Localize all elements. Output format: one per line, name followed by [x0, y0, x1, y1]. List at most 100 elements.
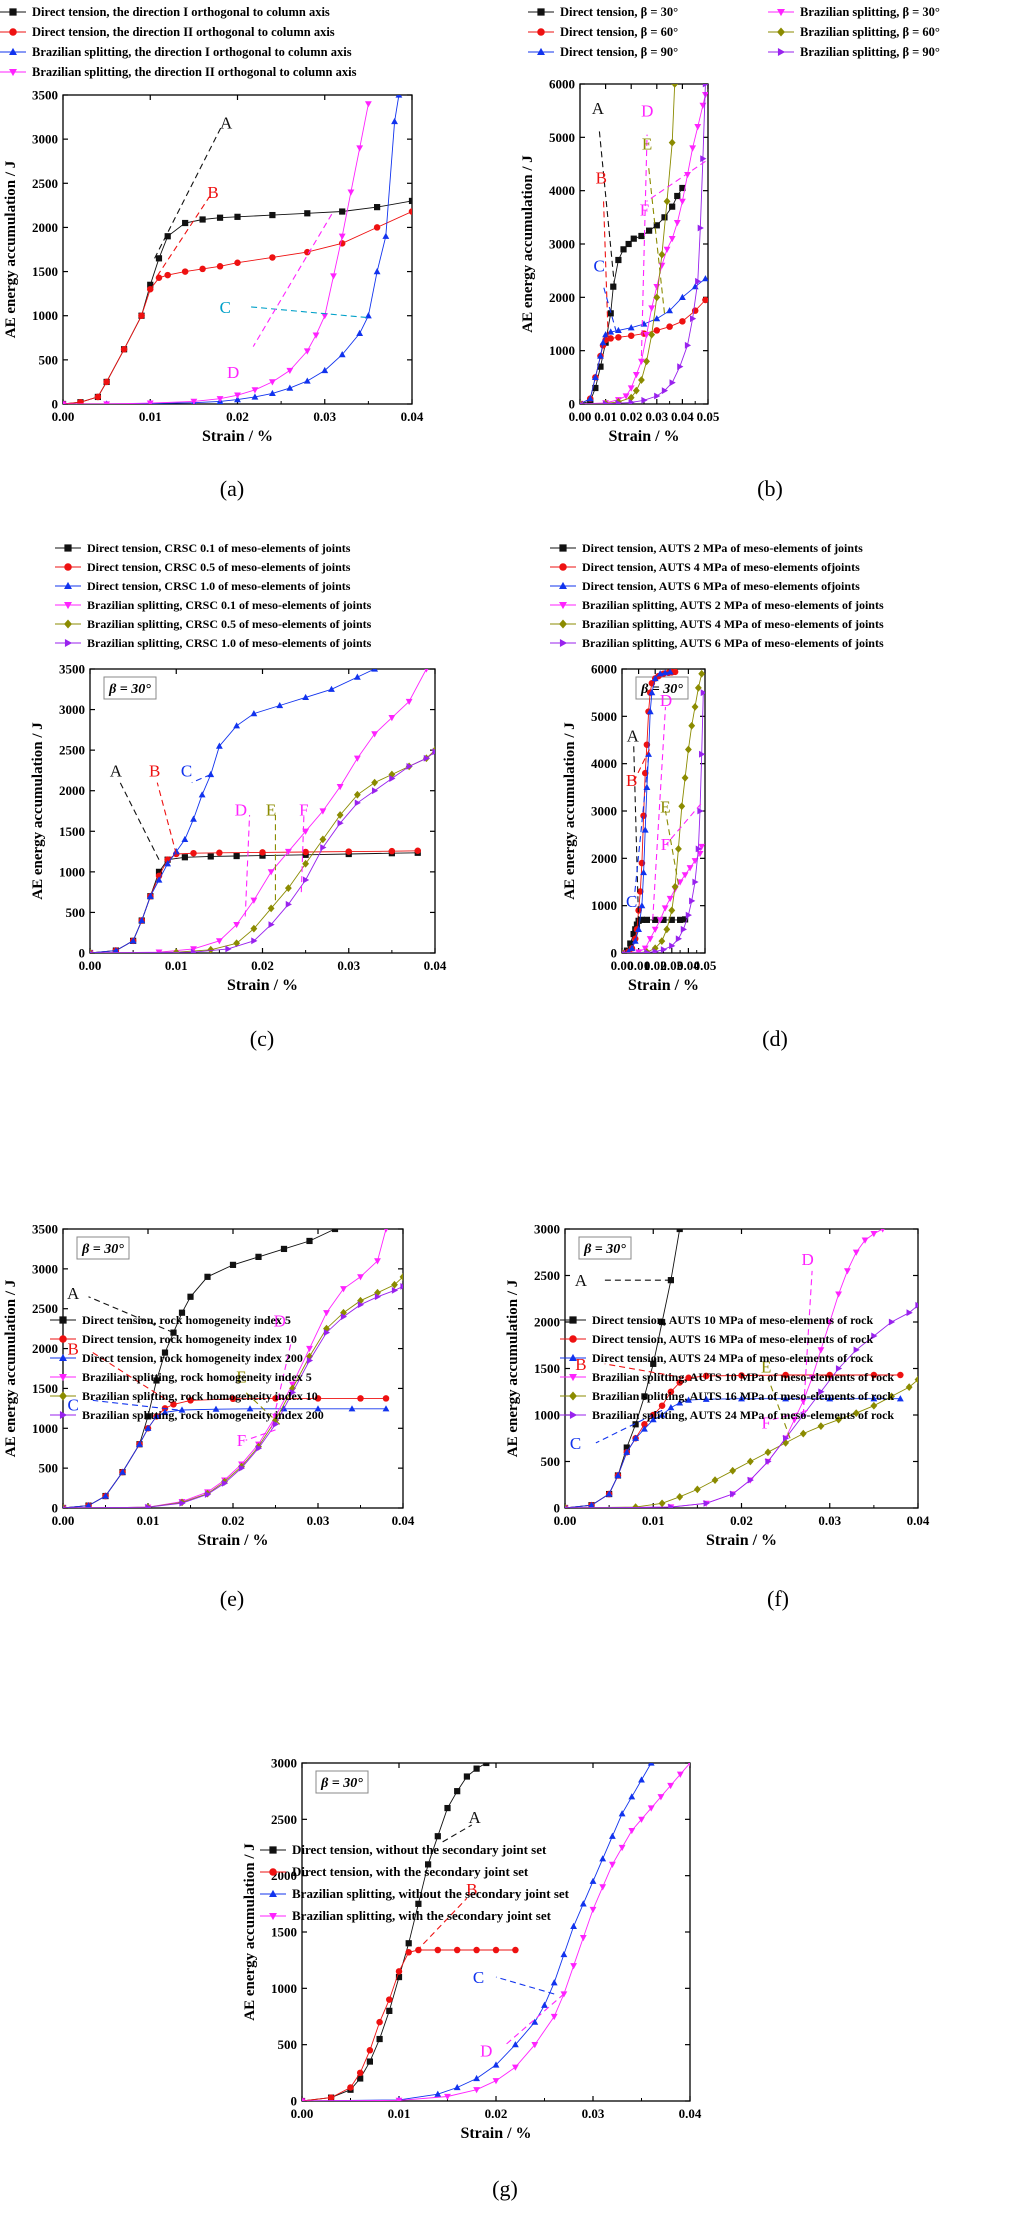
data-point	[215, 742, 223, 749]
data-point	[589, 1906, 597, 1914]
data-point	[432, 748, 435, 756]
data-point	[668, 236, 676, 243]
y-axis-label: AE energy accumulation / J	[3, 1279, 19, 1457]
data-point	[405, 698, 413, 706]
x-tick-label: 0.00	[79, 958, 102, 973]
data-point	[473, 1765, 480, 1772]
x-tick-label: 0.02	[222, 1513, 245, 1528]
data-point	[103, 401, 111, 404]
annotation-leader	[244, 815, 251, 917]
data-point	[354, 799, 361, 807]
legend-swatch	[550, 639, 576, 647]
legend-entry: Brazilian splitting, rock homogeneity in…	[50, 1407, 324, 1423]
legend-label: Direct tension, rock homogeneity index 1…	[82, 1332, 297, 1346]
data-point	[697, 224, 704, 232]
data-point	[826, 1319, 834, 1326]
data-point	[610, 283, 617, 290]
y-tick-label: 500	[278, 2037, 298, 2052]
y-tick-label: 4000	[591, 756, 617, 771]
legend-label: Direct tension, CRSC 1.0 of meso-element…	[87, 579, 351, 593]
data-point	[669, 942, 676, 950]
legend-swatch	[768, 48, 794, 56]
data-point	[608, 1832, 616, 1839]
legend-marker	[569, 1411, 578, 1419]
annotation-leader	[598, 129, 616, 287]
legend-marker	[64, 639, 73, 647]
y-tick-label: 3000	[32, 132, 58, 147]
legend-label: Direct tension, CRSC 0.1 of meso-element…	[87, 541, 351, 555]
y-tick-label: 500	[39, 352, 59, 367]
legend-entry: Brazilian splitting, AUTS 24 MPa of meso…	[560, 1407, 894, 1423]
data-point	[181, 268, 189, 275]
data-point	[492, 2078, 500, 2085]
data-point	[632, 1434, 640, 1441]
data-point	[861, 1237, 869, 1244]
annotation-leader	[154, 125, 223, 259]
legend-marker	[59, 1373, 67, 1382]
data-point	[473, 1946, 480, 1954]
legend-swatch	[55, 581, 81, 590]
data-point	[391, 1286, 399, 1294]
beta-box	[578, 1236, 632, 1260]
annotation-label: E	[761, 1358, 771, 1377]
data-point	[675, 935, 683, 943]
data-point	[667, 1388, 675, 1396]
data-point	[425, 1861, 432, 1868]
y-tick-label: 3500	[32, 1222, 58, 1237]
y-tick-label: 2500	[271, 1812, 297, 1827]
data-point	[229, 1395, 237, 1403]
x-tick-label: 0.03	[337, 958, 360, 973]
data-point	[233, 722, 241, 729]
data-point	[155, 274, 163, 282]
legend-marker	[559, 619, 567, 629]
data-point	[414, 847, 422, 855]
data-point	[690, 315, 697, 323]
x-axis-label: Strain / %	[227, 977, 298, 994]
data-point	[635, 925, 643, 932]
series-line	[63, 1408, 386, 1508]
series-line	[302, 1763, 652, 2101]
data-point	[678, 198, 686, 205]
data-point	[212, 1405, 220, 1412]
x-tick-label: 0.01	[137, 1513, 160, 1528]
data-point	[269, 254, 276, 261]
data-point	[285, 900, 292, 908]
data-point	[641, 1421, 648, 1428]
data-point	[207, 945, 215, 953]
x-tick-label: 0.04	[424, 958, 447, 973]
data-point	[234, 392, 241, 399]
data-point	[374, 204, 381, 211]
data-point	[434, 1946, 442, 1954]
data-point	[684, 745, 692, 754]
legend-swatch	[55, 619, 81, 629]
data-point	[648, 305, 656, 312]
x-tick-label: 0.00	[611, 958, 634, 973]
data-point	[628, 398, 635, 404]
data-point	[103, 378, 110, 386]
data-point	[129, 937, 137, 944]
annotation-leader	[245, 1392, 281, 1425]
data-point	[888, 1318, 896, 1326]
data-point	[146, 400, 154, 404]
annotation-label: C	[594, 256, 605, 275]
chart-g: 0.00 0.01 0.02 0.03 0.0405001000150020002500…	[242, 1756, 702, 2143]
legend-label: Brazilian splitting, CRSC 1.0 of meso-el…	[87, 636, 372, 650]
data-point	[153, 1412, 160, 1419]
annotation-label: B	[466, 1880, 477, 1899]
data-point	[738, 1372, 745, 1379]
legend-marker	[559, 639, 568, 647]
data-point	[674, 192, 681, 200]
data-point	[250, 710, 258, 717]
data-point	[94, 393, 102, 401]
data-point	[693, 1485, 701, 1494]
y-axis-label: AE energy accumulation / J	[520, 155, 536, 333]
annotation-label: E	[642, 135, 652, 154]
data-point	[164, 271, 171, 279]
annotation-leader	[119, 782, 160, 860]
legend-entry: Direct tension, AUTS 24 MPa of meso-elem…	[560, 1350, 873, 1366]
y-tick-label: 500	[66, 905, 86, 920]
data-point	[685, 1396, 692, 1403]
data-point	[216, 214, 224, 221]
legend-label: Direct tension, the direction I orthogon…	[32, 5, 330, 19]
